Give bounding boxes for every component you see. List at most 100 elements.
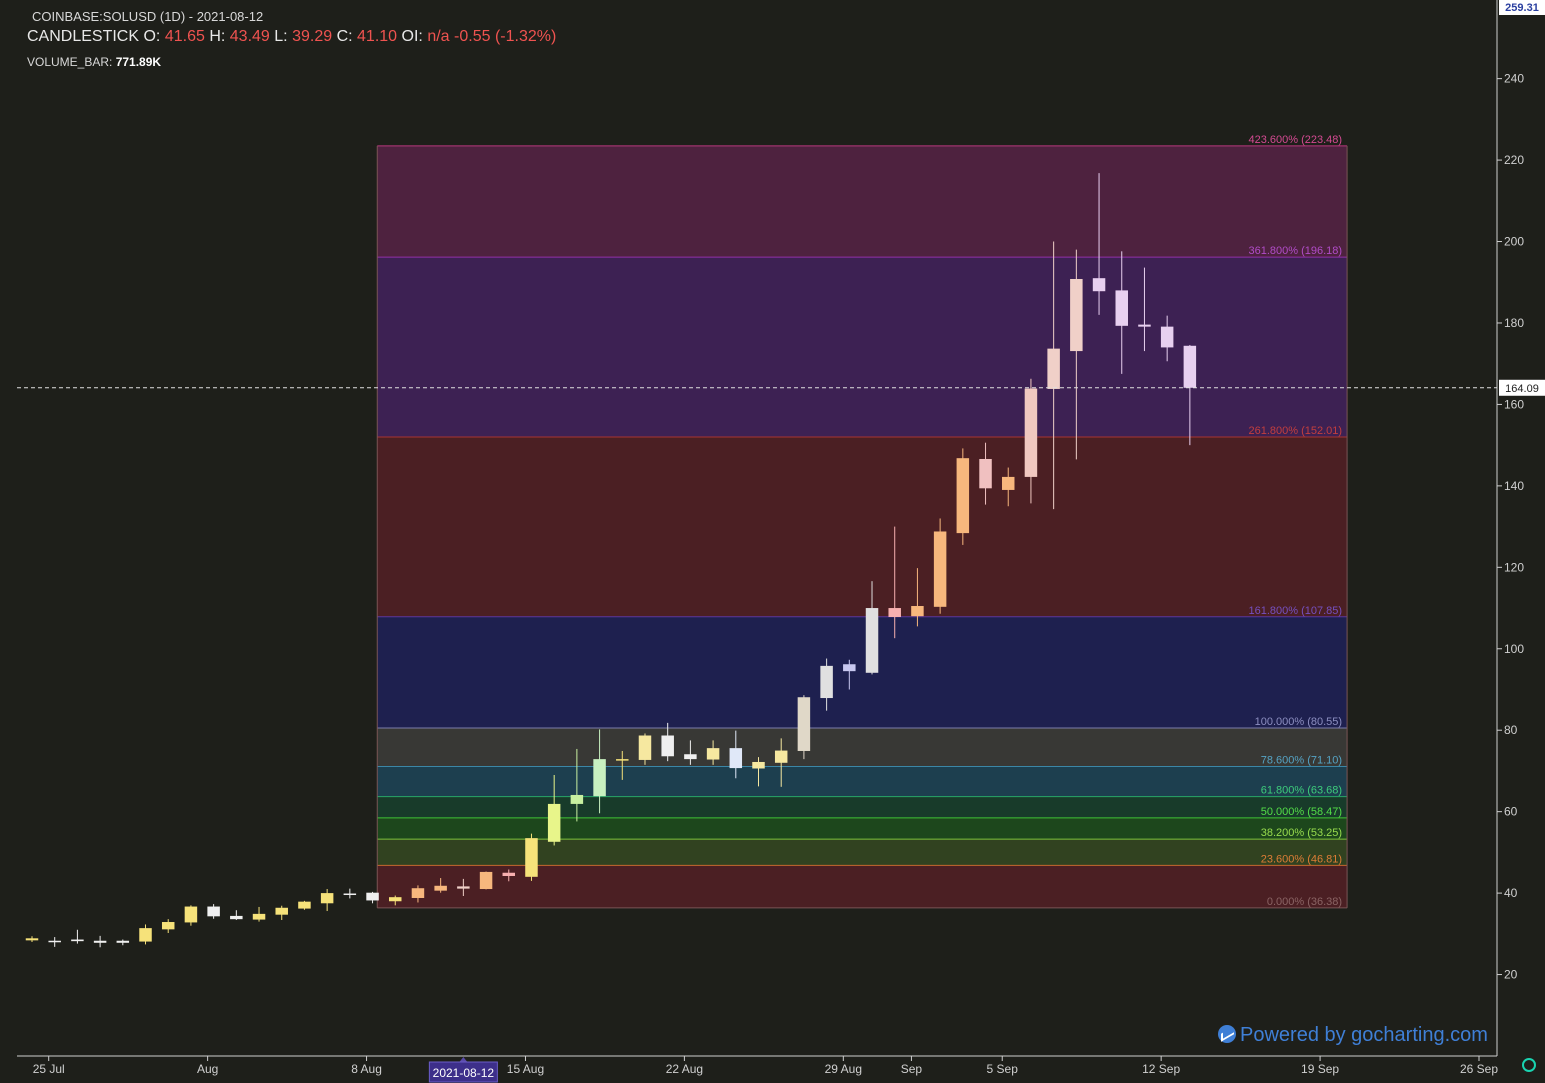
x-tick-label: 12 Sep <box>1142 1062 1180 1076</box>
candle <box>161 919 175 934</box>
candle <box>25 936 39 942</box>
candle <box>116 939 130 946</box>
connection-status-icon <box>1522 1058 1536 1072</box>
candle <box>366 891 379 904</box>
x-tick-label: 19 Sep <box>1301 1062 1339 1076</box>
close-label: C: <box>336 28 353 45</box>
crosshair-date-pointer <box>459 1057 468 1062</box>
candle <box>252 906 266 922</box>
fib-level-label: 100.000% (80.55) <box>1255 716 1342 728</box>
candle-body <box>1183 345 1197 388</box>
candle-body <box>161 922 175 930</box>
y-tick-label: 180 <box>1504 316 1524 330</box>
top-price-tag <box>1499 0 1545 15</box>
candle-body <box>389 897 402 902</box>
fib-band <box>377 145 1348 258</box>
candle-body <box>525 838 538 877</box>
candle-body <box>547 803 561 842</box>
axes: 20 40 60 80 100 120 140 160 180 200 220 240 25 Jul Au… <box>17 0 1545 1076</box>
y-tick-label: 240 <box>1504 72 1524 86</box>
candle <box>1160 315 1174 362</box>
candle-body <box>1001 476 1015 490</box>
candle-body <box>93 940 107 943</box>
crosshair-date-label: 2021-08-12 <box>433 1066 495 1080</box>
candle-body <box>865 608 879 673</box>
candle-body <box>1070 278 1083 352</box>
candle <box>729 730 743 779</box>
crosshair-price-tag <box>1499 379 1545 396</box>
candle-body <box>139 928 152 942</box>
fib-level-label: 0.000% (36.38) <box>1267 896 1342 908</box>
fib-level-label: 261.800% (152.01) <box>1249 425 1343 437</box>
fib-band <box>377 839 1348 866</box>
candle <box>752 757 765 787</box>
candle-body <box>933 531 947 607</box>
candle <box>956 448 970 545</box>
fib-level-label: 61.800% (63.68) <box>1261 785 1342 797</box>
fib-band <box>377 727 1348 767</box>
candle <box>911 568 924 627</box>
fib-band <box>377 616 1348 728</box>
powered-by-link[interactable]: Powered by gocharting.com <box>1218 1024 1488 1047</box>
candle <box>593 729 606 814</box>
change-value: -0.55 <box>454 28 491 45</box>
candle-body <box>1115 290 1128 326</box>
candle <box>1047 241 1060 510</box>
high-label: H: <box>209 28 226 45</box>
open-label: O: <box>143 28 161 45</box>
candle-body <box>820 665 833 699</box>
candle <box>320 889 334 912</box>
candle-body <box>911 606 924 617</box>
candle-body <box>48 940 61 943</box>
candle-body <box>502 872 516 877</box>
candle-body <box>366 892 379 901</box>
candle <box>434 878 447 893</box>
candle <box>298 900 311 910</box>
candle <box>1183 344 1197 446</box>
low-label: L: <box>274 28 288 45</box>
candle-body <box>1138 324 1151 327</box>
candle-body <box>684 754 697 760</box>
fibonacci-extension[interactable]: 423.600% (223.48) 361.800% (196.18) 261.80… <box>376 134 1348 909</box>
candle <box>184 905 198 926</box>
candle-body <box>320 893 334 904</box>
low-value: 39.29 <box>292 28 333 45</box>
high-value: 43.49 <box>229 28 270 45</box>
y-tick-label: 60 <box>1504 805 1518 819</box>
y-tick-label: 140 <box>1504 479 1524 493</box>
candle-body <box>411 888 425 898</box>
candle <box>275 905 288 920</box>
candle <box>139 924 152 945</box>
x-tick-label: 29 Aug <box>825 1062 862 1076</box>
candle-body <box>207 906 220 917</box>
x-tick-label: 26 Sep <box>1460 1062 1498 1076</box>
y-tick-label: 20 <box>1504 968 1518 982</box>
candle <box>865 581 879 675</box>
candle-body <box>1024 388 1038 477</box>
candle <box>820 658 833 711</box>
candle <box>774 738 788 787</box>
candle <box>1092 173 1106 315</box>
candle <box>1115 251 1128 374</box>
candle-body <box>638 735 652 760</box>
open-value: 41.65 <box>164 28 205 45</box>
candle <box>1001 467 1015 507</box>
candle-body <box>230 915 243 920</box>
candle <box>706 740 720 765</box>
candle-body <box>661 735 674 757</box>
candle-body <box>25 938 39 941</box>
candle <box>797 695 811 760</box>
candle-body <box>343 893 357 896</box>
fib-band <box>377 766 1348 797</box>
x-tick-label: 22 Aug <box>666 1062 703 1076</box>
volume-label: VOLUME_BAR: <box>27 55 113 69</box>
x-tick-label: 8 Aug <box>351 1062 382 1076</box>
candle-body <box>184 906 198 923</box>
gocharting-logo-icon <box>1218 1025 1236 1043</box>
fib-band <box>377 436 1348 617</box>
fib-level-label: 50.000% (58.47) <box>1261 806 1342 818</box>
volume-value: 771.89K <box>115 55 162 69</box>
ohlc-legend: CANDLESTICK O: 41.65 H: 43.49 L: 39.29 C… <box>27 28 556 46</box>
candle-body <box>1092 278 1106 292</box>
